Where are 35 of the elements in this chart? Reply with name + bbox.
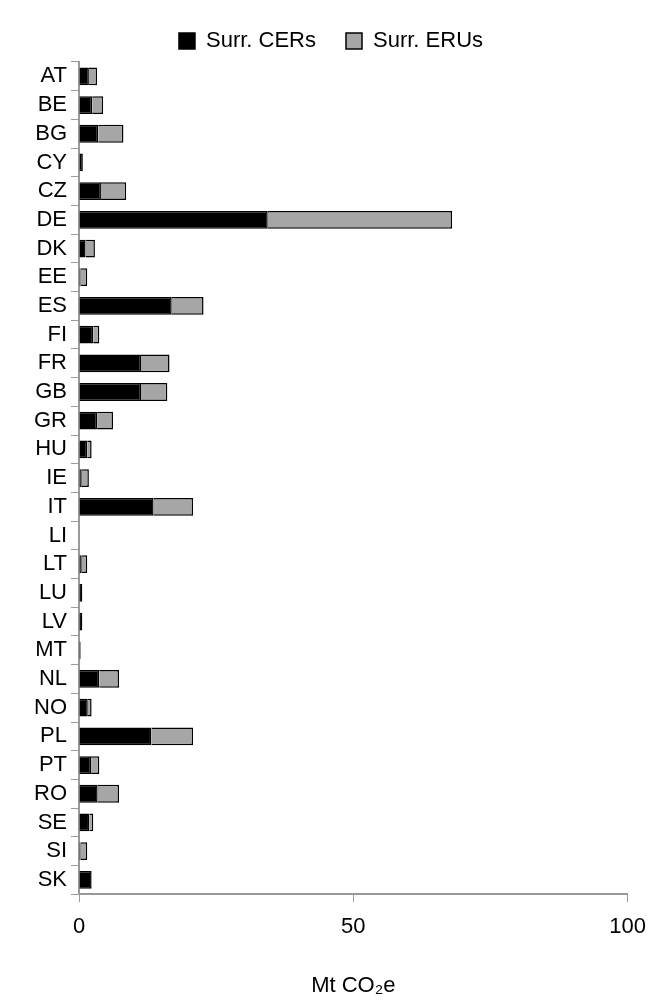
x-tick-label: 50 [341, 913, 366, 939]
y-tick-label: ES [37, 291, 67, 317]
y-tick-label: SE [37, 808, 67, 834]
legend-label: Surr. ERUs [373, 27, 484, 53]
y-tick-label: BG [35, 119, 67, 145]
x-tick-label: 100 [609, 913, 647, 939]
legend-label: Surr. CERs [205, 27, 317, 53]
y-tick-label: IE [46, 464, 67, 490]
y-tick-label: HU [35, 435, 67, 461]
y-tick-label: LV [41, 607, 68, 633]
y-tick-label: GB [35, 378, 67, 404]
y-tick-label: BE [37, 91, 67, 117]
y-tick-label: SK [37, 865, 68, 891]
y-tick-label: CZ [37, 177, 67, 203]
y-tick-label: AT [40, 62, 67, 88]
y-tick-label: LU [38, 578, 67, 604]
y-tick-label: NO [34, 693, 67, 719]
y-tick-label: IT [47, 492, 67, 518]
y-tick-label: DE [36, 205, 67, 231]
x-axis-title: Mt CO₂e [311, 971, 396, 997]
y-tick-label: LI [48, 521, 67, 547]
y-tick-label: DK [36, 234, 68, 260]
x-tick-label: 0 [72, 913, 86, 939]
y-tick-label: EE [37, 263, 67, 289]
y-tick-label: PL [40, 722, 67, 748]
y-tick-label: GR [34, 406, 67, 432]
y-tick-label: LT [42, 550, 67, 576]
y-tick-label: MT [35, 636, 67, 662]
y-tick-label: FR [37, 349, 67, 375]
y-tick-label: SI [46, 837, 67, 863]
y-tick-label: RO [34, 779, 67, 805]
y-tick-label: CY [36, 148, 68, 174]
y-tick-label: NL [38, 665, 67, 691]
y-tick-label: FI [47, 320, 67, 346]
y-tick-label: PT [38, 751, 67, 777]
